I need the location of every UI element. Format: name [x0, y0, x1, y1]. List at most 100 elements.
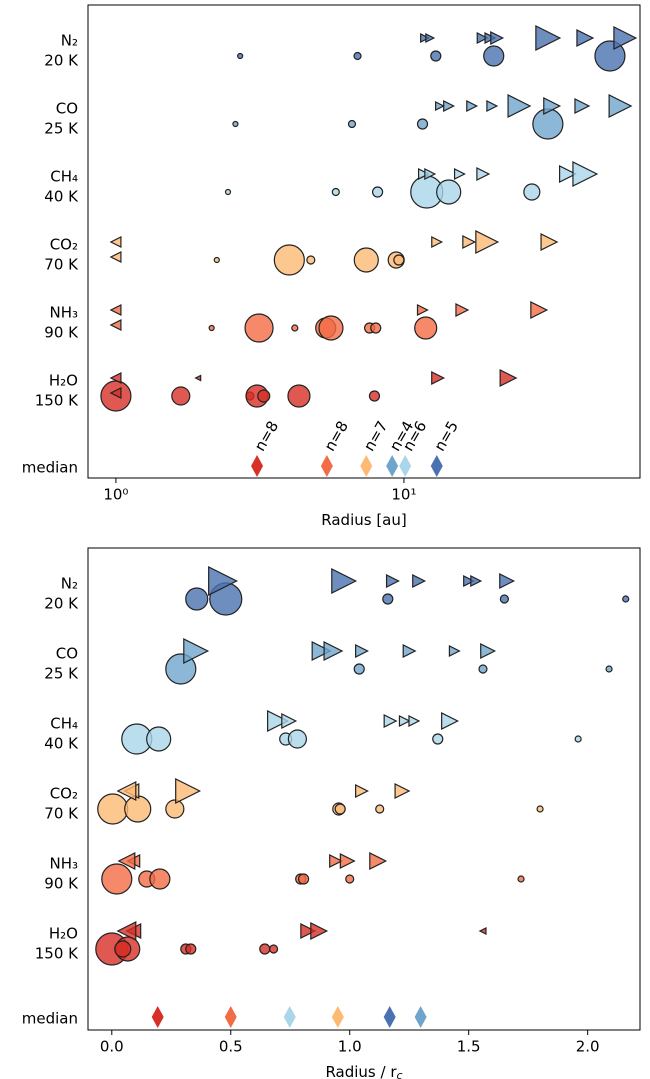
lower-limit: [355, 644, 369, 658]
lower-limit: [431, 236, 444, 248]
detection: [594, 40, 626, 72]
temperature-label: 70 K: [44, 805, 79, 823]
detection: [287, 729, 307, 749]
upper-limit: [109, 236, 122, 248]
detection: [244, 313, 274, 343]
detection: [224, 188, 232, 196]
x-axis-label: Radius / rc: [325, 1063, 402, 1079]
temperature-label: 25 K: [44, 120, 79, 138]
lower-limit: [499, 369, 518, 387]
detection: [259, 943, 271, 955]
detection: [165, 653, 197, 685]
lower-limit: [462, 235, 477, 249]
lower-limit: [559, 165, 577, 183]
detection: [185, 587, 209, 611]
lower-limit: [424, 168, 437, 180]
detection: [149, 868, 171, 890]
upper-limit: [194, 374, 202, 382]
lower-limit: [183, 638, 210, 664]
median-marker: [283, 1006, 296, 1028]
lower-limit: [310, 922, 329, 940]
detection: [436, 179, 462, 205]
lower-limit: [385, 574, 400, 588]
lower-limit: [443, 100, 456, 112]
detection: [353, 247, 379, 273]
upper-limit: [117, 852, 136, 870]
temperature-label: 90 K: [44, 875, 79, 893]
lower-limit: [455, 303, 470, 317]
lower-limit: [281, 713, 298, 729]
lower-limit: [499, 573, 516, 589]
lower-limit: [486, 100, 499, 112]
lower-limit: [329, 854, 344, 868]
detection: [622, 595, 630, 603]
lower-limit: [431, 371, 446, 385]
species-label: CO₂: [50, 785, 78, 803]
lower-limit: [408, 715, 421, 727]
species-label: N₂: [61, 32, 78, 50]
lower-limit: [476, 167, 491, 181]
lower-limit: [484, 32, 497, 44]
lower-limit: [175, 778, 202, 804]
lower-limit: [300, 923, 317, 939]
lower-limit: [402, 644, 417, 658]
median-marker: [320, 455, 333, 477]
upper-limit: [109, 372, 122, 384]
detection: [318, 315, 344, 341]
lower-limit: [480, 643, 497, 659]
temperature-label: 40 K: [44, 188, 79, 206]
median-count: n=8: [251, 418, 282, 454]
lower-limit: [339, 853, 356, 869]
temperature-label: 150 K: [35, 945, 79, 963]
x-tick-label: 10⁰: [103, 486, 128, 504]
lower-limit: [463, 575, 476, 587]
species-label: N₂: [61, 575, 78, 593]
detection: [430, 50, 442, 62]
detection: [478, 664, 488, 674]
species-label: CH₄: [50, 168, 78, 186]
median-marker: [251, 455, 264, 477]
temperature-label: 90 K: [44, 324, 79, 342]
detection: [416, 118, 429, 130]
temperature-label: 25 K: [44, 665, 79, 683]
detection: [306, 255, 316, 265]
lower-limit: [475, 230, 500, 254]
median-marker: [383, 1006, 396, 1028]
lower-limit: [383, 714, 398, 728]
x-axis-label: Radius [au]: [321, 511, 406, 529]
detection: [273, 244, 305, 276]
median-count: n=5: [431, 418, 462, 454]
temperature-label: 150 K: [35, 392, 79, 410]
detection: [257, 389, 271, 403]
detection: [353, 51, 362, 61]
detection: [371, 186, 384, 198]
x-axis-label-main: Radius / r: [325, 1063, 397, 1079]
detection: [414, 316, 438, 340]
median-marker: [430, 455, 443, 477]
lower-limit: [574, 98, 591, 114]
lower-limit: [613, 26, 638, 50]
median-count: n=8: [321, 418, 352, 454]
lower-limit: [323, 641, 344, 661]
species-label: CH₄: [50, 715, 78, 733]
lower-limit: [543, 97, 562, 115]
upper-limit: [116, 781, 137, 801]
upper-limit: [478, 927, 487, 935]
lower-limit: [208, 566, 239, 596]
upper-limit: [109, 251, 122, 263]
detection: [334, 803, 346, 815]
species-label: CO: [56, 645, 78, 663]
species-label: CO₂: [50, 236, 78, 254]
lower-limit: [476, 32, 489, 44]
lower-limit: [369, 852, 388, 870]
median-label: median: [22, 459, 78, 477]
median-marker: [386, 455, 399, 477]
upper-limit: [109, 304, 122, 316]
detection: [171, 386, 191, 406]
lower-limit: [540, 233, 559, 251]
median-marker: [224, 1006, 237, 1028]
lower-limit: [470, 575, 483, 587]
median-marker: [331, 1006, 344, 1028]
detection: [353, 663, 365, 675]
